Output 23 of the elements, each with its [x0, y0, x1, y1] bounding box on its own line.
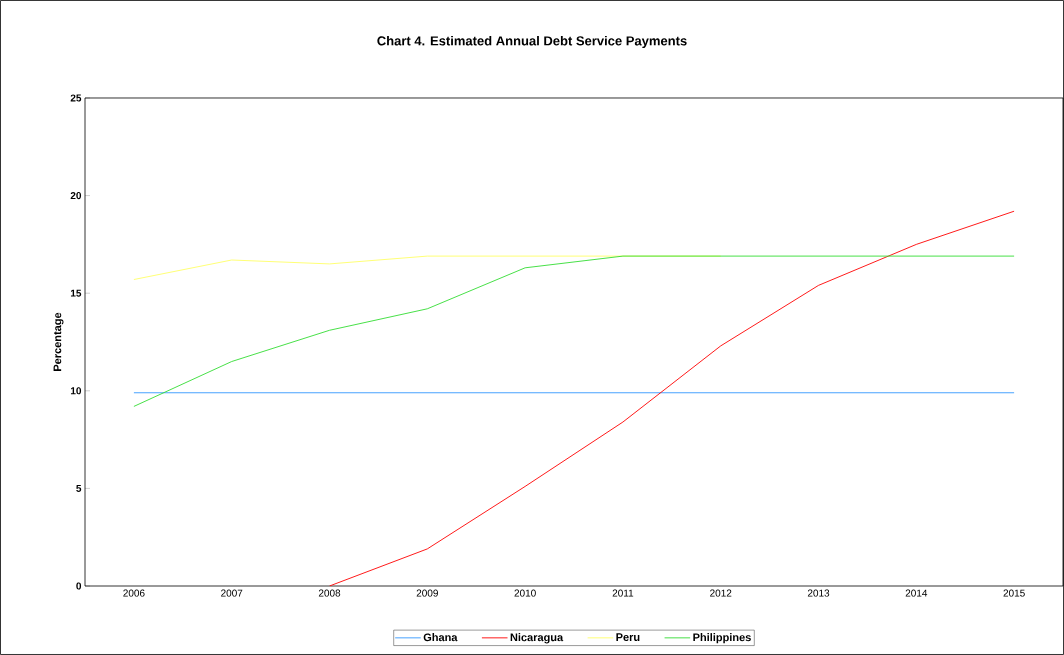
- legend-label: Ghana: [423, 633, 458, 642]
- legend-label: Nicaragua: [510, 633, 564, 644]
- y-axis-title: Percentage: [53, 312, 64, 371]
- x-tick-label: 2010: [514, 589, 536, 597]
- line-series: [329, 210, 1015, 586]
- x-tick-label: 2015: [1003, 589, 1025, 597]
- x-tick-label: 2007: [221, 589, 243, 597]
- x-tick-label: 2014: [905, 589, 928, 597]
- x-tick-label: 2009: [416, 589, 438, 597]
- x-tick-label: 2006: [123, 589, 145, 597]
- chart-title: Chart 4. Estimated Annual Debt Service Payments: [377, 35, 687, 49]
- x-tick-label: 2013: [807, 589, 830, 597]
- y-tick-label: 5: [76, 484, 82, 492]
- legend-label: Peru: [616, 633, 640, 641]
- y-tick-label: 25: [70, 94, 82, 102]
- x-tick-label: 2011: [612, 589, 634, 597]
- legend-label: Philippines: [693, 633, 751, 644]
- y-tick-label: 0: [76, 582, 82, 590]
- x-tick-label: 2008: [318, 589, 341, 597]
- y-tick-label: 15: [70, 289, 82, 297]
- x-tick-label: 2012: [710, 589, 732, 597]
- y-tick-label: 20: [70, 192, 82, 200]
- y-tick-label: 10: [70, 387, 82, 395]
